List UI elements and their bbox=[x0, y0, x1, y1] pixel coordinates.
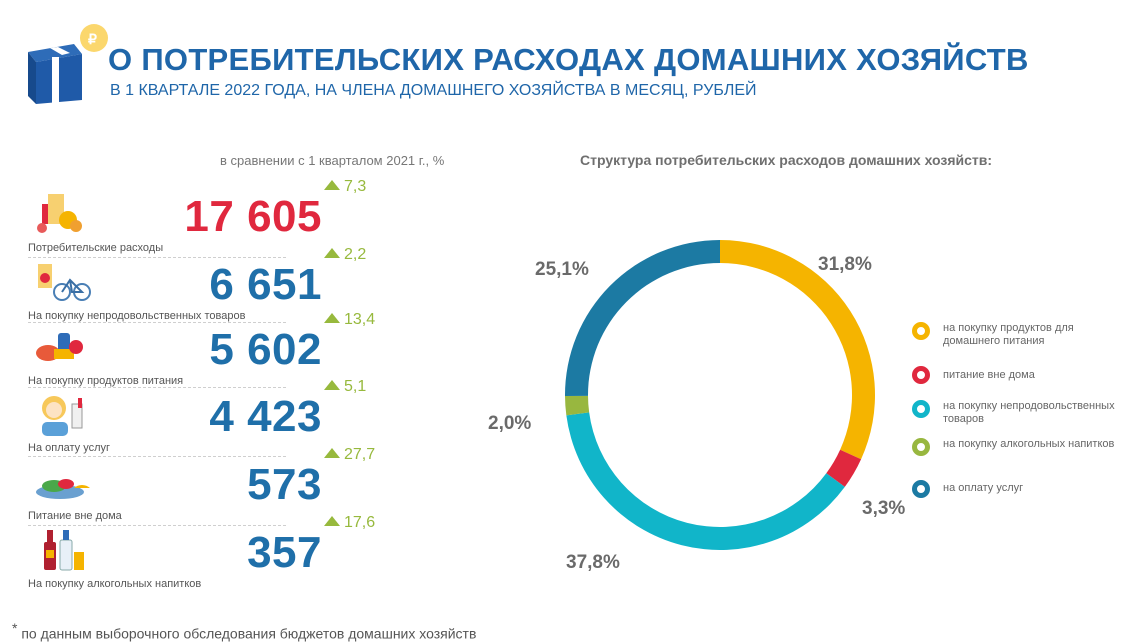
legend-swatch bbox=[912, 400, 930, 418]
page-title: О ПОТРЕБИТЕЛЬСКИХ РАСХОДАХ ДОМАШНИХ ХОЗЯ… bbox=[108, 42, 1029, 77]
indicator-label: На покупку алкогольных напитков bbox=[28, 578, 202, 590]
indicator-row-nonfood: На покупку непродовольственных товаров 6… bbox=[28, 246, 428, 324]
increase-arrow-icon bbox=[324, 380, 340, 390]
increase-arrow-icon bbox=[324, 448, 340, 458]
divider bbox=[28, 525, 286, 526]
indicator-value: 17 605 bbox=[184, 192, 322, 241]
change-badge: 17,6 bbox=[324, 514, 375, 532]
divider bbox=[28, 387, 286, 388]
indicator-label: Потребительские расходы bbox=[28, 242, 164, 254]
change-badge: 5,1 bbox=[324, 378, 366, 396]
indicator-value: 4 423 bbox=[209, 392, 322, 441]
legend-swatch bbox=[912, 480, 930, 498]
indicator-row-consumer: Потребительские расходы 17 605 7,3 bbox=[28, 178, 428, 256]
slice-label-services: 25,1% bbox=[535, 259, 589, 280]
donut-slice-0 bbox=[720, 240, 875, 460]
footnote: * по данным выборочного обследования бюд… bbox=[12, 620, 477, 642]
change-badge: 27,7 bbox=[324, 446, 375, 464]
slice-label-alcohol: 2,0% bbox=[488, 413, 532, 434]
dish-icon bbox=[36, 479, 90, 499]
donut-slice-2 bbox=[566, 412, 845, 550]
slice-label-food: 31,8% bbox=[818, 254, 872, 275]
slice-label-outside: 3,3% bbox=[862, 498, 906, 519]
indicator-label: Питание вне дома bbox=[28, 510, 122, 522]
services-person-icon bbox=[42, 396, 83, 436]
indicator-row-food: На покупку продуктов питания 5 602 13,4 bbox=[28, 311, 428, 389]
increase-arrow-icon bbox=[324, 313, 340, 323]
change-badge: 2,2 bbox=[324, 246, 366, 264]
divider bbox=[28, 257, 286, 258]
indicator-label: На покупку продуктов питания bbox=[28, 375, 184, 387]
indicator-value: 573 bbox=[247, 460, 322, 509]
increase-arrow-icon bbox=[324, 180, 340, 190]
donut-slice-1 bbox=[826, 449, 862, 487]
divider bbox=[28, 322, 286, 323]
donut-slice-4 bbox=[565, 240, 720, 396]
indicator-value: 5 602 bbox=[209, 325, 322, 374]
food-products-icon bbox=[36, 333, 83, 361]
donut-slice-3 bbox=[565, 395, 590, 416]
change-badge: 13,4 bbox=[324, 311, 375, 329]
indicator-value: 6 651 bbox=[209, 260, 322, 309]
slice-label-nonfood: 37,8% bbox=[566, 552, 620, 573]
indicator-label: На оплату услуг bbox=[28, 442, 111, 454]
gift-box-logo-icon: ₽ bbox=[28, 24, 108, 104]
indicator-value: 357 bbox=[247, 528, 322, 577]
change-badge: 7,3 bbox=[324, 178, 366, 196]
legend-swatch bbox=[912, 366, 930, 384]
increase-arrow-icon bbox=[324, 516, 340, 526]
indicator-row-services: На оплату услуг 4 423 5,1 bbox=[28, 378, 428, 456]
chart-title: Структура потребительских расходов домаш… bbox=[580, 152, 993, 168]
divider bbox=[28, 456, 286, 457]
bicycle-goods-icon bbox=[38, 264, 91, 301]
bottles-icon bbox=[44, 530, 84, 571]
indicator-row-outside: Питание вне дома 573 27,7 bbox=[28, 446, 428, 524]
increase-arrow-icon bbox=[324, 248, 340, 258]
indicator-label: На покупку непродовольственных товаров bbox=[28, 310, 246, 322]
svg-text:₽: ₽ bbox=[88, 31, 97, 47]
indicator-row-alcohol: На покупку алкогольных напитков 357 17,6 bbox=[28, 514, 428, 592]
legend-swatch bbox=[912, 438, 930, 456]
page-subtitle: В 1 КВАРТАЛЕ 2022 ГОДА, НА ЧЛЕНА ДОМАШНЕ… bbox=[110, 82, 757, 99]
legend-swatch bbox=[912, 322, 930, 340]
comparison-note: в сравнении с 1 кварталом 2021 г., % bbox=[220, 153, 445, 168]
expense-structure-donut-chart bbox=[565, 240, 875, 550]
consumer-goods-icon bbox=[37, 194, 82, 233]
